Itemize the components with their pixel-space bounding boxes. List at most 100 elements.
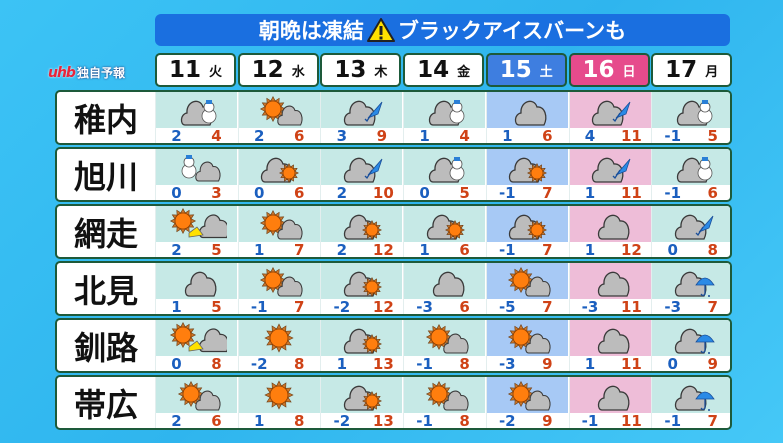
temp-low: 2 bbox=[171, 241, 182, 259]
cloud-icon bbox=[515, 100, 547, 126]
snowman-icon bbox=[697, 100, 713, 124]
cloud-icon bbox=[184, 271, 216, 297]
day-date: 16 bbox=[582, 57, 615, 83]
weather-icon-area bbox=[569, 149, 651, 185]
temp-high: 12 bbox=[621, 241, 642, 259]
temp-low: -1 bbox=[250, 298, 268, 316]
cloud-icon bbox=[277, 276, 303, 297]
day-weekday: 月 bbox=[705, 64, 719, 80]
city-row: 帯広 2 6 1 8 -2 13 -1 8 -2 9 -1 11 -1 7 bbox=[55, 375, 732, 430]
day-date: 12 bbox=[251, 57, 284, 83]
temp-high: 7 bbox=[293, 241, 305, 259]
cloud-sun-icon bbox=[509, 157, 548, 183]
weather-icon-area bbox=[238, 206, 320, 242]
cloud-icon bbox=[597, 385, 630, 411]
cloud-icon bbox=[525, 390, 551, 411]
temp-low: -1 bbox=[581, 412, 599, 430]
cloud-rain-icon bbox=[674, 328, 715, 354]
temp-low: 1 bbox=[584, 241, 596, 259]
snowman-icon bbox=[697, 157, 713, 181]
weather-icon-area bbox=[321, 149, 403, 185]
forecast-cell: 2 10 bbox=[320, 149, 403, 202]
headline-banner: 朝晩は凍結 ブラックアイスバーンも bbox=[155, 14, 730, 46]
weather-icon-area bbox=[156, 149, 237, 185]
day-date: 17 bbox=[665, 57, 698, 83]
cloud-icon bbox=[432, 271, 464, 297]
temp-low: -3 bbox=[416, 298, 433, 316]
cloud-icon bbox=[597, 385, 630, 411]
temp-low: 4 bbox=[584, 127, 596, 145]
temp-low: -2 bbox=[333, 298, 351, 316]
umbrella-open-icon bbox=[694, 334, 715, 354]
umbrella-open-icon bbox=[694, 391, 715, 411]
sun-icon bbox=[279, 163, 300, 183]
sun-icon bbox=[527, 220, 548, 240]
temp-high: 9 bbox=[707, 355, 718, 373]
cloud-icon bbox=[525, 333, 551, 354]
weather-icon-area bbox=[404, 206, 486, 242]
cloud-icon bbox=[442, 390, 469, 411]
sun-icon bbox=[425, 323, 452, 351]
forecast-cell: -1 7 bbox=[485, 149, 568, 202]
forecast-cell: -1 8 bbox=[403, 320, 486, 373]
day-weekday: 水 bbox=[291, 64, 305, 80]
weather-icon-area bbox=[486, 149, 568, 185]
temp-low: 0 bbox=[667, 355, 678, 373]
day-date: 15 bbox=[499, 57, 532, 83]
cloud-icon bbox=[198, 328, 227, 353]
temp-low: -2 bbox=[250, 355, 268, 373]
cloud-sun-icon bbox=[509, 214, 548, 240]
forecast-cell: -3 6 bbox=[403, 263, 486, 316]
temp-high: 10 bbox=[372, 184, 394, 202]
sun-icon bbox=[527, 163, 548, 183]
forecast-cell: -1 7 bbox=[651, 377, 730, 428]
temp-high: 7 bbox=[542, 184, 553, 202]
temp-high: 5 bbox=[211, 298, 222, 316]
sun-cloud-icon bbox=[177, 380, 220, 411]
weather-icon-area bbox=[238, 92, 320, 128]
weather-icon-area bbox=[404, 377, 486, 413]
weather-icon-area bbox=[569, 320, 651, 356]
cloud-icon bbox=[442, 333, 469, 354]
temp-low: 1 bbox=[253, 241, 265, 259]
city-name: 旭川 bbox=[73, 157, 138, 196]
sun-icon bbox=[260, 95, 287, 123]
sun-icon bbox=[444, 220, 465, 240]
weather-icon-area bbox=[569, 263, 651, 299]
umbrella-closed-icon bbox=[364, 158, 383, 180]
city-row: 稚内 2 4 2 6 3 9 1 4 1 6 4 11 -1 5 bbox=[55, 90, 732, 145]
sun-icon bbox=[361, 334, 382, 354]
forecast-cell: -2 13 bbox=[320, 377, 403, 428]
sun-icon bbox=[264, 323, 294, 353]
forecast-cell: -1 5 bbox=[651, 92, 730, 143]
temp-high: 6 bbox=[293, 184, 305, 202]
temp-low: 3 bbox=[336, 127, 348, 145]
weather-icon-area bbox=[652, 206, 730, 242]
cloud-icon bbox=[277, 105, 303, 126]
weather-icon-area bbox=[321, 92, 403, 128]
cloud-rain-icon bbox=[674, 385, 715, 411]
temp-low: -5 bbox=[498, 298, 516, 316]
temp-low: -1 bbox=[416, 355, 433, 373]
sun-icon bbox=[508, 266, 535, 294]
temp-low: 2 bbox=[171, 127, 182, 145]
temp-low: -1 bbox=[416, 412, 433, 430]
temp-high: 5 bbox=[211, 241, 222, 259]
temp-high: 8 bbox=[459, 355, 470, 373]
temp-high: 4 bbox=[211, 127, 222, 145]
temp-high: 13 bbox=[372, 355, 394, 373]
temp-high: 9 bbox=[376, 127, 388, 145]
temp-high: 4 bbox=[459, 127, 470, 145]
uhb-logo: uhb 独自予報 bbox=[48, 64, 125, 81]
headline-text-1: 朝晩は凍結 bbox=[258, 19, 364, 43]
day-weekday: 金 bbox=[457, 64, 471, 80]
sun-icon bbox=[508, 323, 535, 351]
weather-icon-area bbox=[569, 377, 651, 413]
temp-low: 1 bbox=[584, 355, 596, 373]
cloud-icon bbox=[597, 271, 630, 297]
